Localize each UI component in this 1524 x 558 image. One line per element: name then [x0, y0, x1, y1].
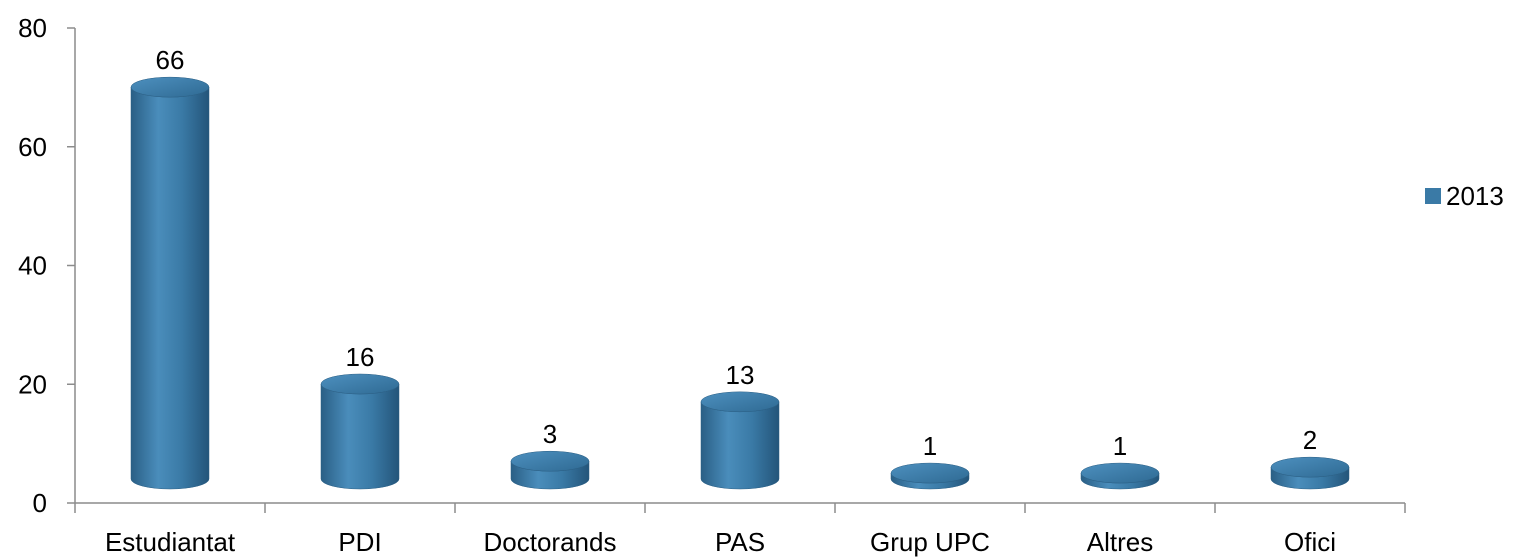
- bars: [130, 76, 1350, 490]
- bar-top: [510, 450, 590, 472]
- bar-top: [320, 373, 400, 395]
- x-tick-label: Doctorands: [484, 527, 617, 557]
- legend-label: 2013: [1446, 181, 1504, 211]
- y-tick-label: 60: [18, 132, 47, 162]
- bar-body: [130, 87, 210, 490]
- data-label: 13: [726, 360, 755, 390]
- bar-top: [130, 76, 210, 98]
- x-tick-label: PDI: [338, 527, 381, 557]
- data-label: 1: [1113, 431, 1127, 461]
- data-label: 3: [543, 419, 557, 449]
- bar: [130, 76, 210, 490]
- x-tick-label: Grup UPC: [870, 527, 990, 557]
- data-label: 1: [923, 431, 937, 461]
- x-tick-label: Ofici: [1284, 527, 1336, 557]
- y-tick-label: 20: [18, 369, 47, 399]
- bar-top: [700, 391, 780, 413]
- legend-swatch: [1425, 188, 1441, 204]
- y-tick-label: 0: [33, 488, 47, 518]
- data-label: 66: [156, 45, 185, 75]
- y-tick-label: 80: [18, 13, 47, 43]
- bar-body: [700, 401, 780, 490]
- data-label: 16: [346, 342, 375, 372]
- y-tick-label: 40: [18, 251, 47, 281]
- axes: 0 20 40 60 80 Estudiantat PDI Doctorands PAS Grup…: [18, 13, 1406, 557]
- x-tick-label: Estudiantat: [105, 527, 236, 557]
- bar-top: [890, 462, 970, 484]
- data-label: 2: [1303, 425, 1317, 455]
- bar-top: [1080, 462, 1160, 484]
- bar-top: [1270, 456, 1350, 478]
- bar-body: [320, 383, 400, 490]
- bar: [700, 391, 780, 490]
- x-tick-label: PAS: [715, 527, 765, 557]
- bar: [1080, 462, 1160, 490]
- bar: [890, 462, 970, 490]
- x-tick-label: Altres: [1087, 527, 1153, 557]
- bar: [320, 373, 400, 490]
- legend: 2013: [1425, 181, 1504, 211]
- data-labels: 66 16 3 13 1 1 2: [156, 45, 1318, 461]
- bar: [510, 450, 590, 490]
- bar: [1270, 456, 1350, 490]
